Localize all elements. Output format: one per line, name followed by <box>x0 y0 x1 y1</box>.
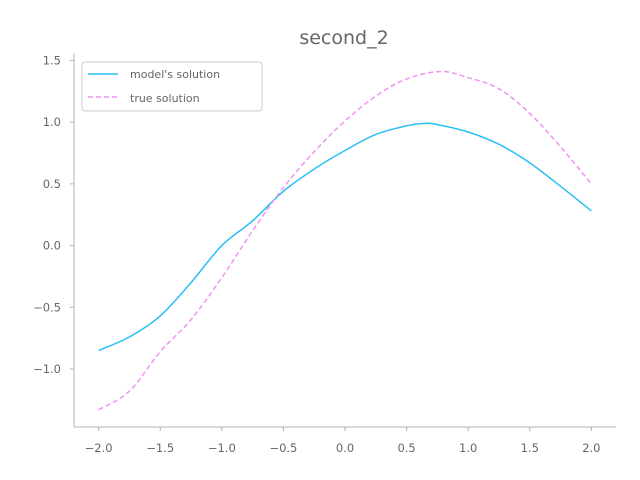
series-layer <box>98 70 592 411</box>
chart-title: second_2 <box>299 27 388 49</box>
x-tick-label: −1.0 <box>208 441 236 455</box>
x-tick-label: −1.5 <box>146 441 174 455</box>
x-tick-label: 0.0 <box>336 441 354 455</box>
series-line-models-solution <box>98 122 592 352</box>
y-tick-label: 1.0 <box>43 115 61 129</box>
x-tick-label: 1.0 <box>459 441 477 455</box>
series-line-true-solution <box>98 70 592 411</box>
legend-label-true-solution: true solution <box>130 92 200 105</box>
y-tick-label: 1.5 <box>43 53 61 67</box>
legend-label-models-solution: model's solution <box>130 68 220 81</box>
x-ticks: −2.0 −1.5 −1.0 −0.5 0.0 0.5 1.0 1.5 2.0 <box>85 427 601 455</box>
y-tick-label: −1.0 <box>33 362 61 376</box>
y-tick-label: −0.5 <box>33 300 61 314</box>
x-tick-label: 0.5 <box>397 441 415 455</box>
legend-frame <box>81 61 263 112</box>
x-tick-label: −2.0 <box>85 441 113 455</box>
x-tick-label: 2.0 <box>582 441 600 455</box>
x-tick-label: −0.5 <box>269 441 297 455</box>
y-tick-label: 0.0 <box>43 239 61 253</box>
x-tick-label: 1.5 <box>521 441 539 455</box>
legend: model's solution true solution <box>81 61 263 112</box>
y-ticks: −1.0 −0.5 0.0 0.5 1.0 1.5 <box>33 53 74 376</box>
y-tick-label: 0.5 <box>43 177 61 191</box>
